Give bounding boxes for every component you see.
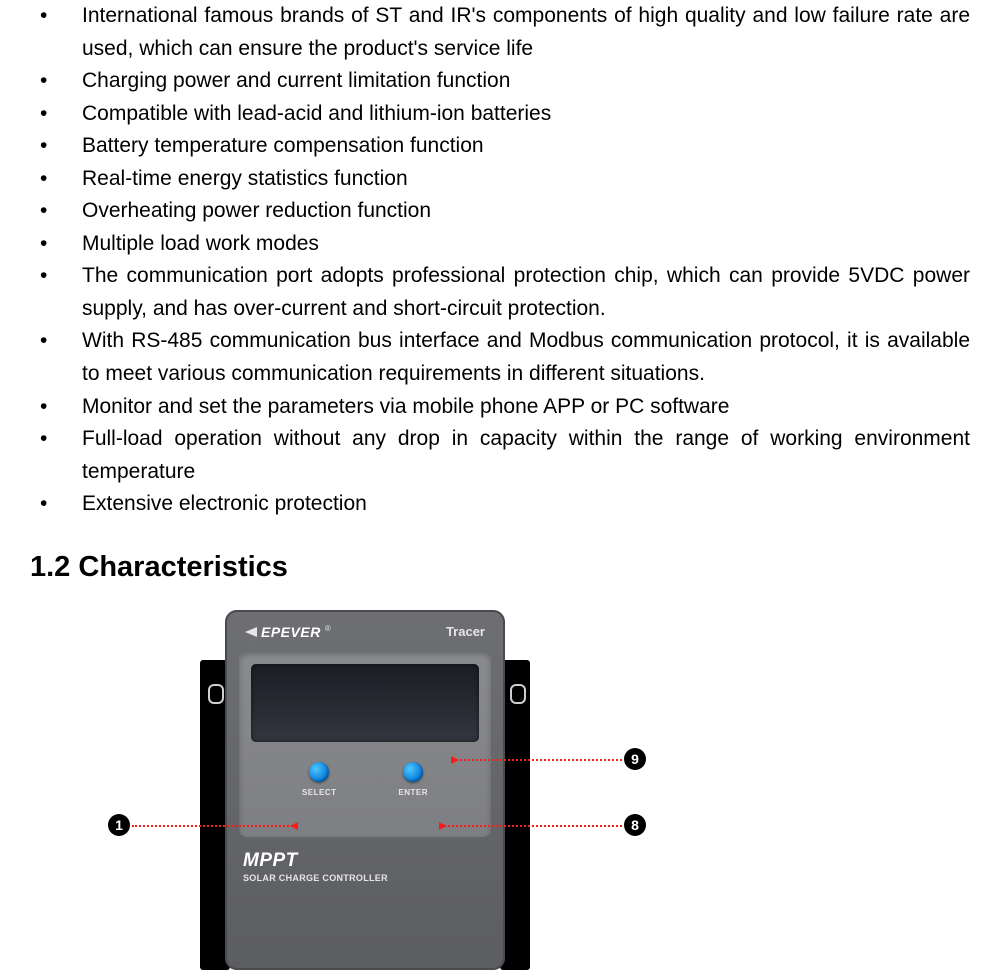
brand-logo: EPEVER ® bbox=[245, 624, 331, 640]
enter-button-group: ENTER bbox=[398, 762, 428, 797]
brand-swoosh-icon bbox=[245, 627, 257, 637]
list-item: Charging power and current limitation fu… bbox=[30, 65, 970, 98]
model-label: Tracer bbox=[446, 624, 485, 639]
device-panel: EPEVER ® Tracer SELECT ENTER bbox=[225, 610, 505, 970]
select-button-group: SELECT bbox=[302, 762, 337, 797]
list-item: Compatible with lead-acid and lithium-io… bbox=[30, 98, 970, 131]
section-heading: 1.2 Characteristics bbox=[30, 551, 970, 584]
list-item: Monitor and set the parameters via mobil… bbox=[30, 391, 970, 424]
device-figure: EPEVER ® Tracer SELECT ENTER bbox=[120, 604, 880, 954]
list-item: With RS-485 communication bus interface … bbox=[30, 325, 970, 390]
callout-label-8: 8 bbox=[624, 814, 646, 836]
figure-wrap: EPEVER ® Tracer SELECT ENTER bbox=[30, 604, 970, 954]
product-line-title: MPPT bbox=[243, 850, 487, 872]
list-item: The communication port adopts profession… bbox=[30, 260, 970, 325]
brand-row: EPEVER ® Tracer bbox=[225, 610, 505, 640]
inner-panel: SELECT ENTER bbox=[239, 650, 491, 836]
list-item: International famous brands of ST and IR… bbox=[30, 0, 970, 65]
product-line-row: MPPT SOLAR CHARGE CONTROLLER bbox=[225, 836, 505, 883]
mount-hole bbox=[208, 684, 224, 704]
list-item: Multiple load work modes bbox=[30, 228, 970, 261]
list-item: Real-time energy statistics function bbox=[30, 163, 970, 196]
brand-text: EPEVER bbox=[261, 624, 321, 640]
mount-hole bbox=[510, 684, 526, 704]
lcd-screen bbox=[251, 664, 479, 742]
list-item: Full-load operation without any drop in … bbox=[30, 423, 970, 488]
callout-label-1: 1 bbox=[108, 814, 130, 836]
brand-registered-icon: ® bbox=[325, 624, 331, 633]
list-item: Overheating power reduction function bbox=[30, 195, 970, 228]
product-line-subtitle: SOLAR CHARGE CONTROLLER bbox=[243, 873, 487, 883]
callout-line-8 bbox=[440, 825, 622, 827]
select-button[interactable] bbox=[309, 762, 329, 782]
callout-line-1 bbox=[132, 825, 297, 827]
enter-button[interactable] bbox=[403, 762, 423, 782]
button-row: SELECT ENTER bbox=[251, 762, 479, 797]
list-item: Battery temperature compensation functio… bbox=[30, 130, 970, 163]
callout-line-9 bbox=[452, 759, 622, 761]
feature-list: International famous brands of ST and IR… bbox=[30, 0, 970, 521]
document-content: International famous brands of ST and IR… bbox=[0, 0, 1000, 954]
callout-label-9: 9 bbox=[624, 748, 646, 770]
select-button-label: SELECT bbox=[302, 788, 337, 797]
list-item: Extensive electronic protection bbox=[30, 488, 970, 521]
enter-button-label: ENTER bbox=[398, 788, 428, 797]
